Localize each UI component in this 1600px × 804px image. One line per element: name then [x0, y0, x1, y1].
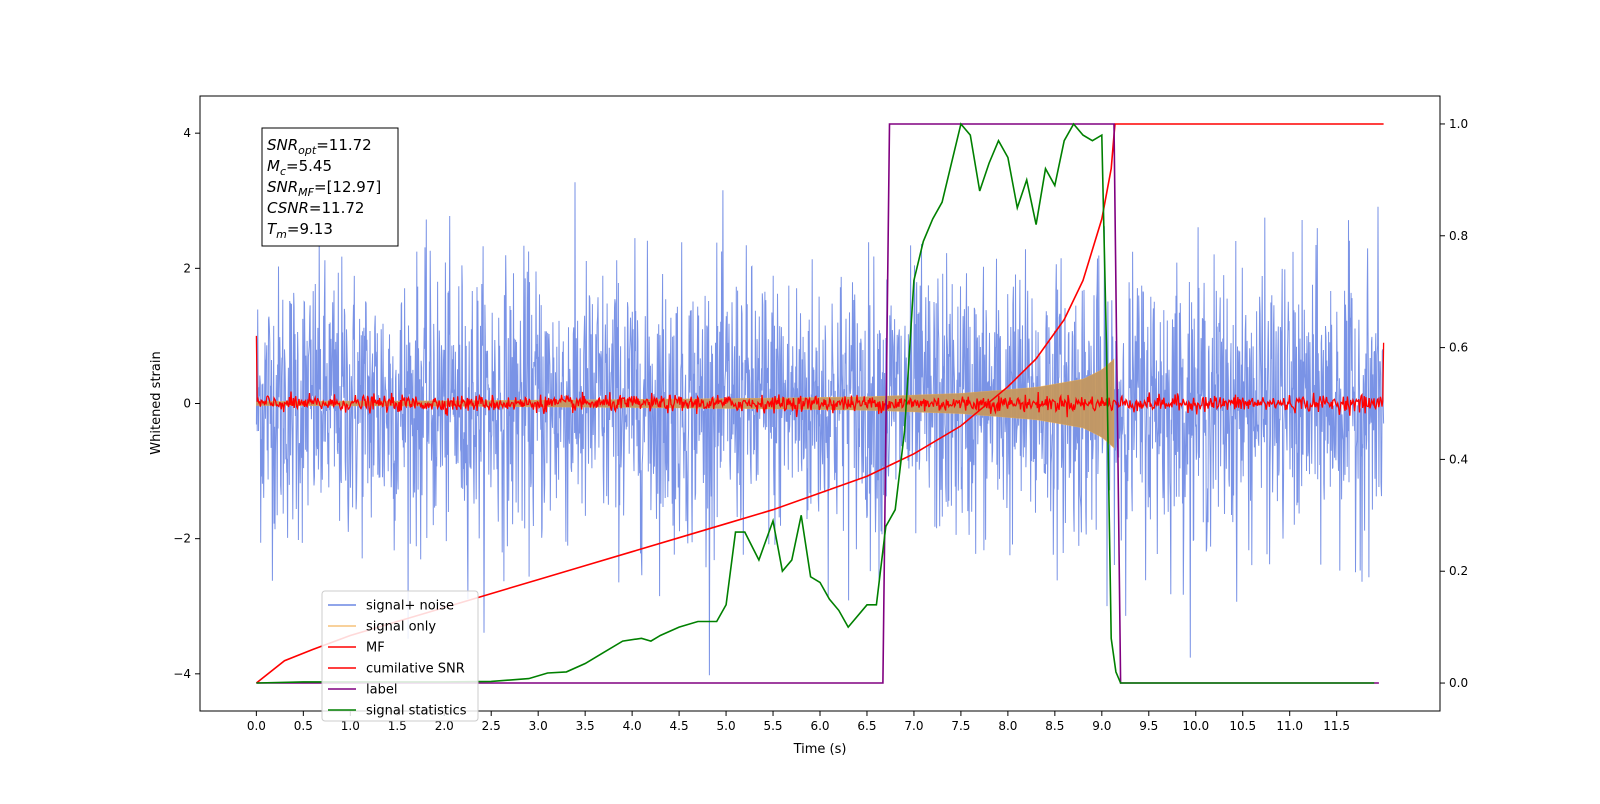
y-tick-label: −4 — [173, 667, 191, 681]
legend-label: signal only — [366, 620, 436, 635]
x-tick-label: 11.0 — [1276, 719, 1303, 733]
x-tick-label: 7.5 — [951, 719, 970, 733]
series-signal-noise — [255, 182, 1385, 676]
x-tick-label: 10.0 — [1182, 719, 1209, 733]
annotation-lines: SNRopt=11.72Mc=5.45SNRMF=[12.97]CSNR=11.… — [267, 136, 381, 241]
annotation-line: CSNR=11.72 — [267, 199, 364, 217]
annotation-line: Tm=9.13 — [267, 220, 333, 241]
y-tick-label: 4 — [183, 126, 191, 140]
x-tick-label: 4.5 — [670, 719, 689, 733]
x-tick-label: 6.5 — [857, 719, 876, 733]
legend-frame — [321, 590, 479, 722]
y2-tick-label: 0.2 — [1449, 564, 1468, 578]
x-tick-label: 2.0 — [435, 719, 454, 733]
y2-tick-label: 0.6 — [1449, 341, 1468, 355]
y-tick-label: 0 — [183, 397, 191, 411]
legend-label: cumilative SNR — [366, 662, 465, 677]
x-tick-label: 2.5 — [482, 719, 501, 733]
y-axis-label: Whitened strain — [149, 351, 164, 454]
legend-label: signal statistics — [366, 704, 467, 719]
series-mf — [255, 335, 1385, 418]
legend-items: signal+ noise signal only MF cumilative SNR… — [328, 599, 467, 719]
annotation-box: SNRopt=11.72Mc=5.45SNRMF=[12.97]CSNR=11.… — [261, 127, 399, 247]
y2-tick-label: 0.0 — [1449, 676, 1468, 690]
legend-label: MF — [366, 641, 385, 656]
x-tick-label: 8.5 — [1045, 719, 1064, 733]
legend: signal+ noise signal only MF cumilative SNR… — [321, 590, 479, 722]
annotation-line: SNRMF=[12.97] — [267, 178, 381, 199]
x-tick-label: 9.0 — [1092, 719, 1111, 733]
x-tick-label: 9.5 — [1139, 719, 1158, 733]
x-tick-label: 1.5 — [388, 719, 407, 733]
axes-layer: 0.0 0.5 1.0 1.5 2.0 2.5 3.0 3.5 4.0 4.5 5.0 5.5 6.0 6… — [173, 117, 1468, 733]
y-tick-label: −2 — [173, 532, 191, 546]
x-tick-label: 10.5 — [1229, 719, 1256, 733]
x-tick-label: 3.5 — [576, 719, 595, 733]
x-tick-label: 4.0 — [623, 719, 642, 733]
y2-tick-label: 0.8 — [1449, 229, 1468, 243]
x-tick-label: 1.0 — [341, 719, 360, 733]
x-tick-label: 7.0 — [904, 719, 923, 733]
legend-label: signal+ noise — [366, 599, 454, 614]
x-tick-label: 5.0 — [717, 719, 736, 733]
x-axis-label: Time (s) — [793, 742, 847, 757]
x-tick-label: 11.5 — [1323, 719, 1350, 733]
x-tick-label: 5.5 — [763, 719, 782, 733]
x-tick-label: 8.0 — [998, 719, 1017, 733]
x-tick-label: 0.5 — [294, 719, 313, 733]
y2-tick-label: 1.0 — [1449, 117, 1468, 131]
x-tick-label: 6.0 — [810, 719, 829, 733]
y2-tick-label: 0.4 — [1449, 452, 1468, 466]
annotation-frame — [261, 127, 399, 247]
annotation-line: Mc=5.45 — [267, 157, 332, 178]
series-signal-statistics — [256, 122, 1375, 684]
annotation-line: SNRopt=11.72 — [267, 136, 372, 157]
x-tick-label: 3.0 — [529, 719, 548, 733]
x-tick-label: 0.0 — [247, 719, 266, 733]
y-tick-label: 2 — [183, 261, 191, 275]
legend-label: label — [366, 683, 397, 698]
